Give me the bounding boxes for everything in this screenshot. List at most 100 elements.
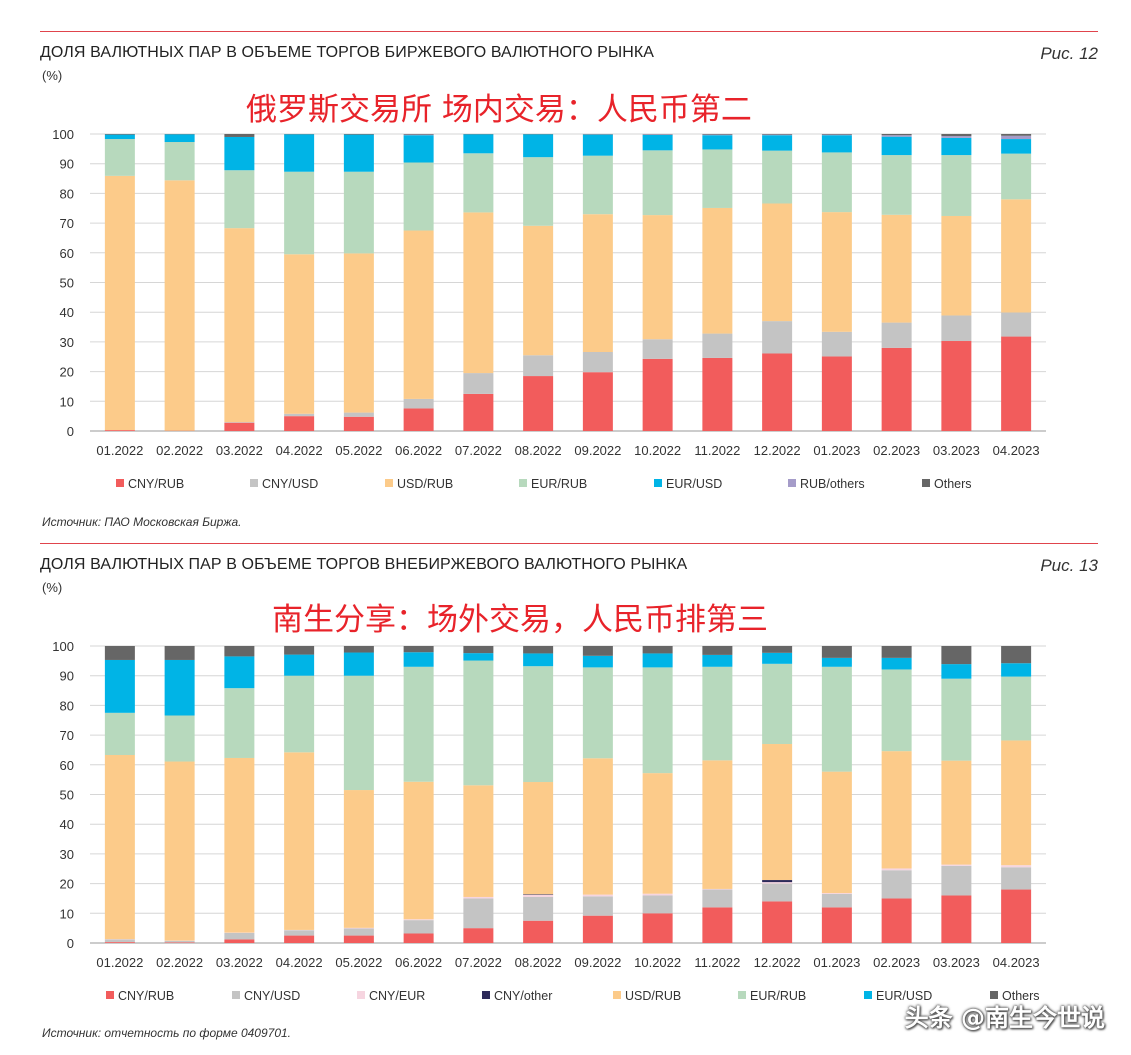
- chart2-bar-segment: [702, 646, 733, 655]
- chart2-x-tick-label: 12.2022: [754, 955, 801, 970]
- chart1-bar-segment: [881, 155, 912, 215]
- chart2-bar-segment: [224, 939, 255, 943]
- chart2-x-tick-label: 02.2022: [156, 955, 203, 970]
- chart2-bar-segment: [343, 935, 374, 943]
- chart1-legend-label: Others: [934, 477, 972, 491]
- chart1-bar-segment: [642, 150, 673, 216]
- chart2-x-tick-label: 04.2023: [993, 955, 1040, 970]
- chart1-bar-segment: [702, 207, 733, 334]
- chart1-bar-segment: [582, 134, 613, 156]
- chart2-bar-segment: [582, 646, 613, 656]
- chart1-overlay-note: 俄罗斯交易所 场内交易：人民币第二: [246, 92, 752, 128]
- chart2-bar-segment: [164, 659, 195, 716]
- chart1-legend-swatch: [385, 479, 393, 487]
- chart1-bar-segment: [1001, 139, 1032, 154]
- chart2-bar-segment: [821, 646, 852, 658]
- chart2-x-tick-label: 02.2023: [873, 955, 920, 970]
- chart1-bar-segment: [881, 135, 912, 137]
- chart1-bar-segment: [523, 376, 554, 431]
- chart1-y-tick-label: 10: [60, 394, 74, 409]
- chart1-bar-segment: [941, 315, 972, 342]
- chart2-bar-segment: [941, 646, 972, 665]
- chart1-bar-segment: [523, 225, 554, 356]
- chart1-bar-segment: [821, 356, 852, 431]
- chart2-legend-label: Others: [1002, 989, 1040, 1003]
- chart2-bar-segment: [821, 893, 852, 894]
- chart1-bar-segment: [762, 353, 793, 431]
- chart2-bar-segment: [224, 932, 255, 940]
- chart2-bar-segment: [881, 751, 912, 869]
- chart1-bar-segment: [582, 351, 613, 373]
- chart2-bar-segment: [463, 646, 494, 654]
- chart1-legend-swatch: [250, 479, 258, 487]
- chart2-bar-segment: [403, 781, 434, 920]
- chart2-bar-segment: [343, 927, 374, 929]
- chart1-bar-segment: [702, 149, 733, 208]
- chart2-bar-segment: [463, 660, 494, 786]
- chart2-bar-segment: [463, 928, 494, 943]
- chart2-bar-segment: [403, 920, 434, 934]
- chart1-bar-segment: [642, 134, 673, 135]
- chart2-bar-segment: [702, 654, 733, 667]
- chart2-bar-segment: [762, 646, 793, 653]
- chart2-bar-segment: [821, 666, 852, 772]
- chart1-y-tick-label: 20: [60, 365, 74, 380]
- chart1-bar-segment: [463, 153, 494, 213]
- chart2-bar-segment: [702, 907, 733, 943]
- chart1-bar-segment: [463, 212, 494, 374]
- chart2-bar-segment: [224, 688, 255, 758]
- chart1-bar-segment: [821, 134, 852, 135]
- chart1-bar-segment: [941, 134, 972, 137]
- chart2-title: ДОЛЯ ВАЛЮТНЫХ ПАР В ОБЪЕМЕ ТОРГОВ ВНЕБИР…: [40, 556, 688, 573]
- chart1-bar-segment: [104, 134, 135, 140]
- chart2-x-tick-label: 01.2023: [813, 955, 860, 970]
- chart2-bar-segment: [582, 896, 613, 916]
- chart2-units: (%): [42, 580, 63, 595]
- chart2-x-tick-label: 11.2022: [694, 955, 740, 970]
- chart2-bar-segment: [164, 715, 195, 762]
- chart2-x-tick-label: 04.2022: [276, 955, 323, 970]
- chart1-bar-segment: [463, 134, 494, 154]
- chart2-figure-label: Рис. 13: [1040, 556, 1098, 575]
- chart1-x-tick-label: 09.2022: [574, 443, 621, 458]
- chart2-y-tick-label: 80: [60, 698, 74, 713]
- chart2-bar-segment: [642, 646, 673, 654]
- chart2-bar-segment: [284, 654, 315, 676]
- chart1-legend-swatch: [654, 479, 662, 487]
- chart2-bar-segment: [881, 657, 912, 670]
- chart1-legend-label: EUR/USD: [666, 477, 722, 491]
- chart1-bar-segment: [762, 134, 793, 136]
- chart1-y-tick-label: 40: [60, 305, 74, 320]
- chart1-bar-segment: [642, 215, 673, 340]
- chart1-figure-label: Рис. 12: [1040, 44, 1098, 63]
- chart1-legend-label: CNY/RUB: [128, 477, 184, 491]
- chart1-legend-label: EUR/RUB: [531, 477, 587, 491]
- chart1-bar-segment: [224, 170, 255, 229]
- chart2-bar-segment: [523, 782, 554, 895]
- chart2-x-tick-label: 07.2022: [455, 955, 502, 970]
- chart1-x-tick-label: 07.2022: [455, 443, 502, 458]
- chart2-bar-segment: [821, 907, 852, 943]
- chart2-bar-segment: [582, 915, 613, 943]
- chart2-legend-label: CNY/other: [494, 989, 552, 1003]
- chart2-x-tick-label: 10.2022: [634, 955, 681, 970]
- chart1-y-tick-label: 80: [60, 186, 74, 201]
- chart1-bar-segment: [284, 134, 315, 172]
- chart2-bar-segment: [762, 901, 793, 943]
- chart1-x-tick-label: 03.2022: [216, 443, 263, 458]
- chart1-bar-segment: [881, 134, 912, 136]
- chart2-bar-segment: [284, 646, 315, 655]
- chart1-bar-segment: [284, 171, 315, 255]
- chart2-bar-segment: [762, 882, 793, 884]
- chart2-legend-label: CNY/EUR: [369, 989, 425, 1003]
- chart2-bar-segment: [1001, 865, 1032, 868]
- chart2-bar-segment: [881, 669, 912, 752]
- chart1-bar-segment: [403, 134, 434, 136]
- chart1-bar-segment: [941, 215, 972, 316]
- chart2-bar-segment: [104, 712, 135, 755]
- chart2-source: Источник: отчетность по форме 0409701.: [42, 1026, 292, 1040]
- mid-divider: [40, 543, 1098, 544]
- chart2-overlay-note: 南生分享：场外交易，人民币排第三: [272, 602, 768, 638]
- chart2-y-tick-label: 60: [60, 758, 74, 773]
- chart2-x-tick-label: 09.2022: [574, 955, 621, 970]
